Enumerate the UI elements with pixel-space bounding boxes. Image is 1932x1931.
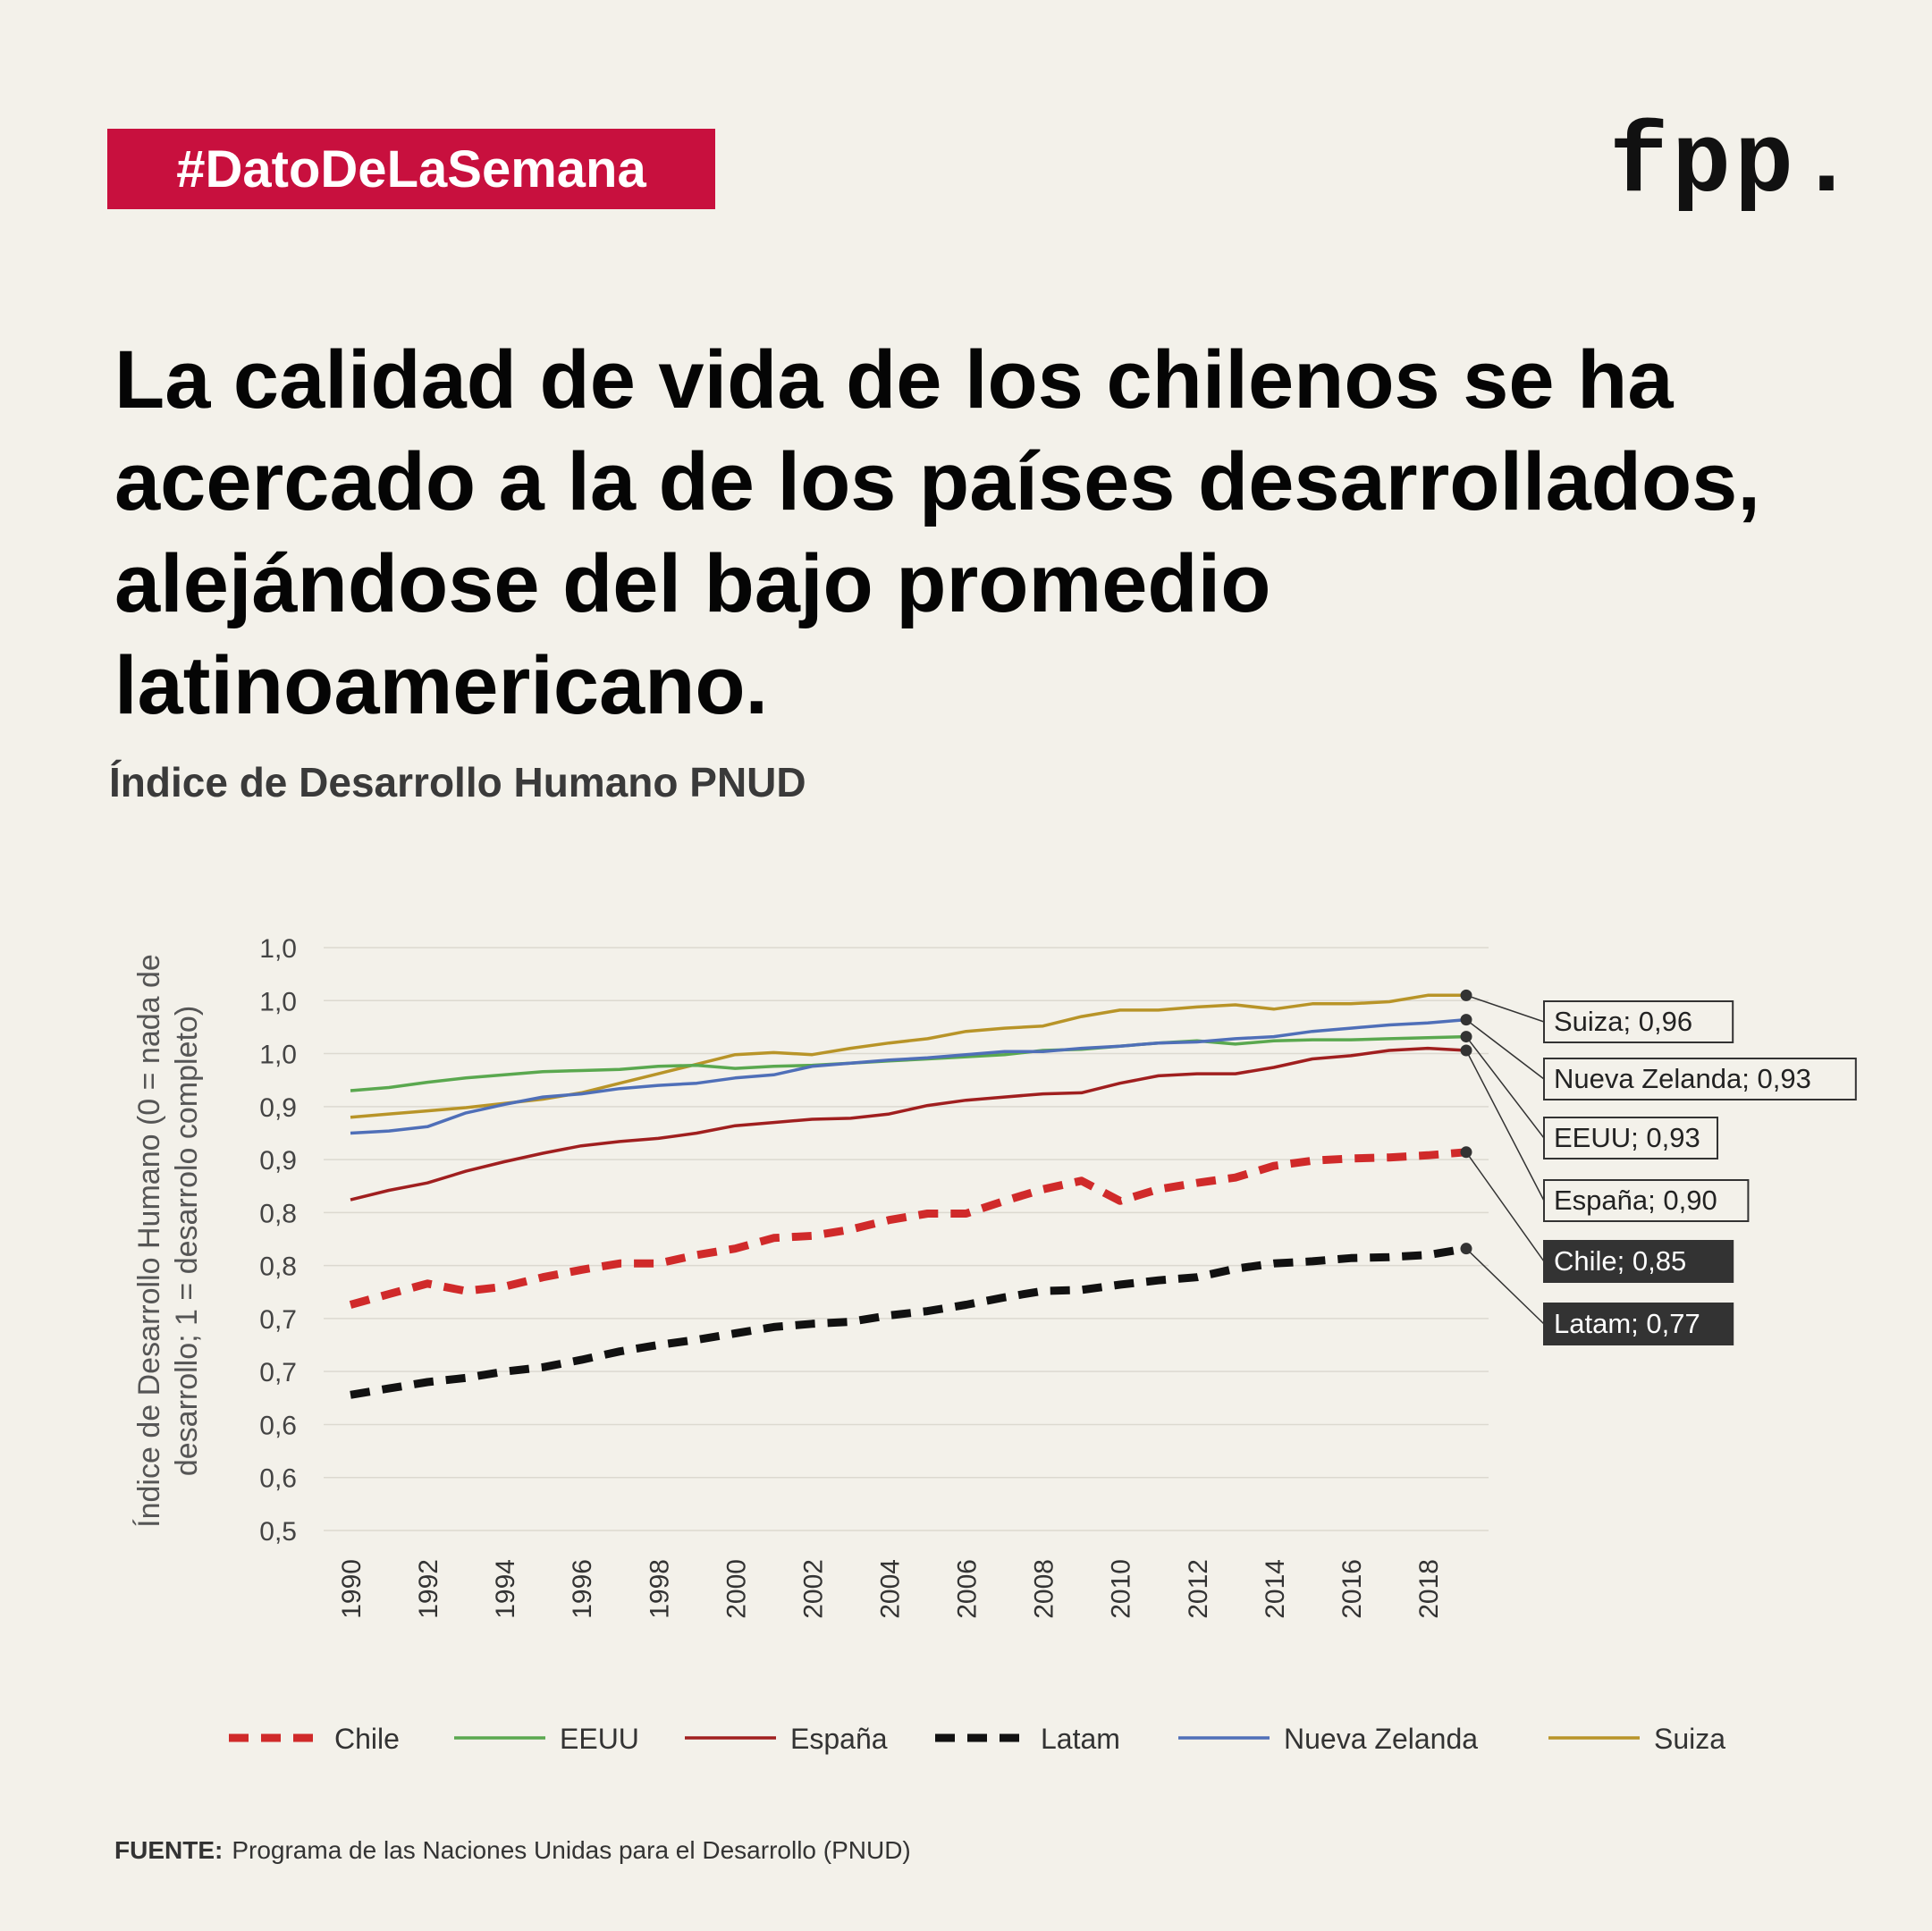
source-note: FUENTE: Programa de las Naciones Unidas p… — [114, 1836, 911, 1865]
series-line-españa — [350, 1046, 1467, 1202]
y-tick-label: 0,9 — [259, 1146, 297, 1176]
y-tick-label: 1,0 — [259, 934, 297, 964]
y-tick-label: 0,6 — [259, 1411, 297, 1440]
callout-box — [1543, 1240, 1734, 1283]
x-tick-label: 2018 — [1414, 1559, 1444, 1619]
legend-label: España — [790, 1723, 888, 1755]
callout-label: Chile; 0,85 — [1554, 1245, 1686, 1277]
x-tick-label: 1992 — [414, 1559, 443, 1619]
x-tick-label: 1990 — [337, 1559, 367, 1619]
series-line-chile — [349, 1148, 1467, 1309]
fpp-logo: fpp. — [1609, 109, 1860, 221]
y-tick-label: 0,7 — [259, 1305, 297, 1335]
chart-subtitle: Índice de Desarrollo Humano PNUD — [109, 759, 806, 805]
y-tick-label: 0,8 — [259, 1252, 297, 1282]
callout-label: EEUU; 0,93 — [1554, 1122, 1700, 1153]
x-tick-label: 1998 — [645, 1559, 674, 1619]
callout-label: Latam; 0,77 — [1554, 1308, 1700, 1339]
series-line-nueva-zelanda — [350, 1017, 1467, 1135]
callout-leader — [1465, 1151, 1545, 1262]
hashtag-banner: #DatoDeLaSemana — [107, 129, 715, 209]
source-lead: FUENTE: — [114, 1836, 224, 1864]
callout-dot — [1460, 1014, 1472, 1026]
y-axis-label-line: desarrollo; 1 = desarrolo completo) — [170, 1006, 204, 1476]
series-line-latam — [350, 1244, 1467, 1399]
callout-leader — [1465, 1036, 1545, 1139]
x-tick-label: 2000 — [721, 1559, 751, 1619]
x-tick-label: 2006 — [953, 1559, 983, 1619]
y-tick-labels: 0,5 0,6 0,6 0,7 0,7 0,8 0,8 0,9 0,9 1,0 1,0 1,0 — [259, 934, 297, 1547]
legend-label: Nueva Zelanda — [1284, 1723, 1478, 1755]
x-tick-label: 2002 — [798, 1559, 828, 1619]
y-tick-label: 1,0 — [259, 987, 297, 1016]
y-axis-label-line: Índice de Desarrollo Humano (0 = nada de — [132, 954, 166, 1528]
callout-box — [1543, 1117, 1718, 1159]
grid-lines — [324, 947, 1489, 1531]
y-tick-label: 1,0 — [259, 1041, 297, 1070]
end-labels: Chile; 0,85 EEUU; 0,93 España; 0,90 Latam; … — [1460, 989, 1857, 1345]
x-tick-label: 2014 — [1261, 1559, 1290, 1619]
callout-box — [1543, 1058, 1857, 1100]
callout-label: Nueva Zelanda; 0,93 — [1554, 1063, 1811, 1094]
hashtag-text: #DatoDeLaSemana — [176, 139, 646, 198]
callout-dot — [1460, 989, 1472, 1001]
legend: Chile EEUU España Latam Nueva Zelanda Suiza — [229, 1723, 1725, 1755]
callout-label: Suiza; 0,96 — [1554, 1006, 1692, 1037]
y-tick-label: 0,9 — [259, 1093, 297, 1123]
x-tick-labels: 1990 1992 1994 1996 1998 2000 2002 2004 2006 2008… — [337, 1559, 1444, 1619]
callout-dot — [1460, 1044, 1472, 1057]
callout-box — [1543, 1000, 1734, 1043]
x-tick-label: 2010 — [1107, 1559, 1136, 1619]
callout-leader — [1465, 1050, 1545, 1202]
x-tick-label: 1996 — [568, 1559, 597, 1619]
callout-leader — [1465, 1019, 1545, 1080]
x-tick-label: 2008 — [1030, 1559, 1059, 1619]
series-lines — [349, 993, 1467, 1399]
series-line-eeuu — [350, 1034, 1467, 1092]
callout-dot — [1460, 1031, 1472, 1043]
legend-label: Latam — [1041, 1723, 1120, 1755]
legend-label: Chile — [334, 1723, 400, 1755]
callout-box — [1543, 1179, 1750, 1222]
headline: La calidad de vida de los chilenos se ha… — [114, 334, 1760, 731]
callout-dot — [1460, 1243, 1472, 1255]
callout-leader — [1465, 1248, 1545, 1325]
y-tick-label: 0,6 — [259, 1464, 297, 1494]
legend-label: EEUU — [560, 1723, 639, 1755]
y-tick-label: 0,5 — [259, 1517, 297, 1547]
x-tick-label: 2004 — [875, 1559, 905, 1619]
y-tick-label: 0,8 — [259, 1199, 297, 1228]
callout-leader — [1465, 994, 1545, 1023]
x-tick-label: 2012 — [1184, 1559, 1213, 1619]
x-tick-label: 2016 — [1337, 1559, 1367, 1619]
source-text: Programa de las Naciones Unidas para el … — [232, 1836, 911, 1864]
callout-box — [1543, 1303, 1734, 1345]
y-tick-label: 0,7 — [259, 1358, 297, 1387]
callout-dot — [1460, 1146, 1472, 1159]
callout-label: España; 0,90 — [1554, 1185, 1717, 1216]
series-line-suiza — [350, 993, 1466, 1119]
y-axis-label: Índice de Desarrollo Humano (0 = nada de… — [132, 954, 204, 1528]
x-tick-label: 1994 — [491, 1559, 520, 1619]
legend-label: Suiza — [1654, 1723, 1725, 1755]
